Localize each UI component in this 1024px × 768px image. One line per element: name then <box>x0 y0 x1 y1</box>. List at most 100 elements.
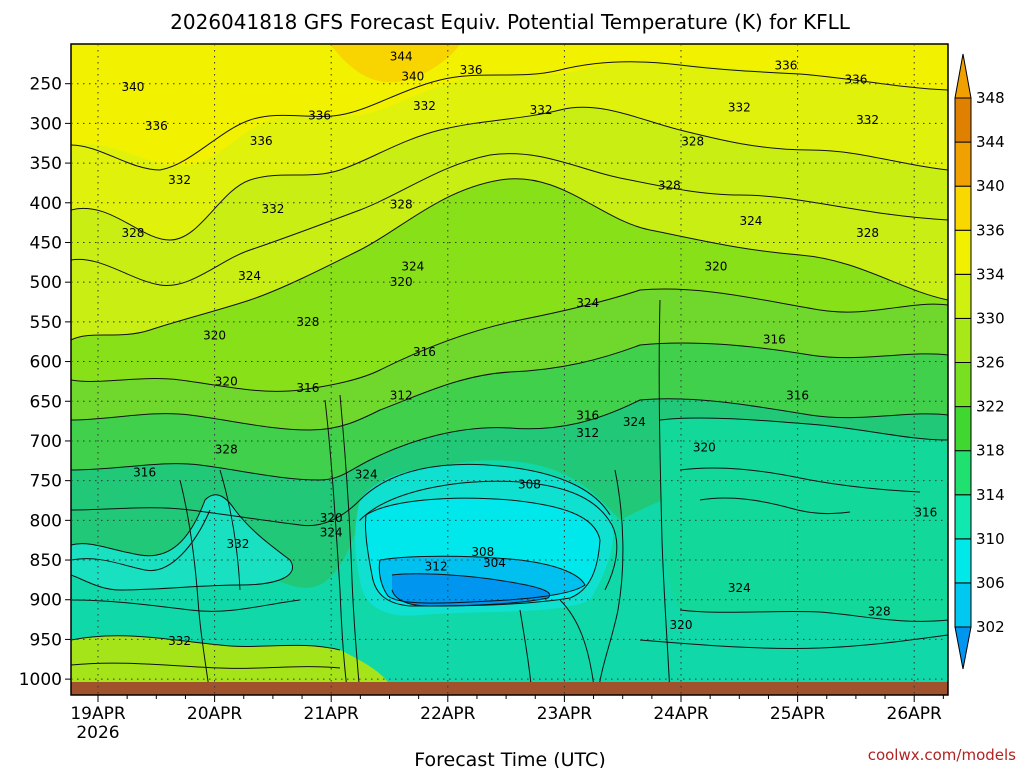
y-tick-label: 1000 <box>19 670 62 690</box>
x-tick-label: 20APR <box>187 704 243 724</box>
y-tick-label: 550 <box>30 313 62 333</box>
contour-label: 328 <box>215 443 238 457</box>
contour-label: 316 <box>786 389 809 403</box>
contour-label: 332 <box>413 99 436 113</box>
contour-line <box>71 178 948 341</box>
chart-title: 2026041818 GFS Forecast Equiv. Potential… <box>170 10 851 34</box>
contour-line <box>71 106 948 241</box>
contour-line <box>659 417 948 441</box>
x-tick-label: 23APR <box>537 704 593 724</box>
colorbar-top-arrow <box>954 53 972 99</box>
y-tick-label: 300 <box>30 114 62 134</box>
contour-label: 324 <box>355 467 378 481</box>
colorbar-segment <box>954 185 972 231</box>
contour-line <box>71 509 211 572</box>
colorbar-segment <box>954 273 972 319</box>
y-tick-label: 800 <box>30 511 62 531</box>
contour-label: 316 <box>763 332 786 346</box>
contour-line <box>71 342 948 431</box>
contour-label: 308 <box>471 545 494 559</box>
contour-label: 312 <box>390 389 413 403</box>
contour-line <box>71 398 948 481</box>
colorbar-segment <box>954 582 972 628</box>
x-tick-label: 22APR <box>420 704 476 724</box>
contour-label: 320 <box>670 618 693 632</box>
colorbar-label: 340 <box>976 177 1005 195</box>
contour-label: 336 <box>308 108 331 122</box>
theta-e-field <box>71 44 948 695</box>
contour-label: 324 <box>238 269 261 283</box>
contour-line <box>359 480 618 591</box>
contour-label: 324 <box>728 581 751 595</box>
colorbar-label: 344 <box>976 133 1005 151</box>
y-tick-label: 350 <box>30 154 62 174</box>
x-tick-label: 19APR <box>70 704 126 724</box>
y-tick-label: 600 <box>30 353 62 373</box>
contour-label: 340 <box>401 70 424 84</box>
colorbar-segment <box>954 538 972 584</box>
y-axis: 250 300 350 400 450 500 550 600 650 700 750 800 850 9… <box>19 75 71 690</box>
colorbar-label: 314 <box>976 486 1005 504</box>
contour-label: 320 <box>320 511 343 525</box>
x-tick-label: 25APR <box>770 704 826 724</box>
colorbar: 302 306 310 314 318 322 326 330 334 336 340 344 348 <box>954 53 1005 670</box>
contour-line <box>679 609 948 622</box>
y-tick-label: 850 <box>30 551 62 571</box>
contour-line <box>324 399 349 695</box>
x-axis-year: 2026 <box>76 723 119 743</box>
contour-label: 340 <box>122 80 145 94</box>
contour-label: 320 <box>705 259 728 273</box>
colorbar-segment <box>954 229 972 275</box>
colorbar-label: 334 <box>976 265 1005 283</box>
contour-line <box>597 469 624 695</box>
contour-label: 324 <box>401 259 424 273</box>
contour-label: 324 <box>320 525 343 539</box>
field-band-near-surface <box>71 635 390 695</box>
y-tick-label: 950 <box>30 630 62 650</box>
contour-label: 308 <box>518 478 541 492</box>
y-tick-label: 650 <box>30 392 62 412</box>
field-band-314-west <box>71 494 293 590</box>
contour-line <box>71 61 948 171</box>
contour-line <box>71 662 341 669</box>
x-axis: 19APR 20APR 21APR 22APR 23APR 24APR 25APR 26APR <box>70 695 944 724</box>
y-tick-label: 500 <box>30 273 62 293</box>
credit-text: coolwx.com/models <box>868 746 1016 764</box>
y-tick-label: 400 <box>30 194 62 214</box>
contour-label: 324 <box>623 415 646 429</box>
contour-line <box>365 497 601 607</box>
contour-label: 304 <box>483 556 506 570</box>
contour-label: 320 <box>215 374 238 388</box>
contour-label: 320 <box>203 328 226 342</box>
contour-label: 328 <box>856 226 879 240</box>
colorbar-label: 322 <box>976 398 1005 416</box>
contour-label: 332 <box>530 103 553 117</box>
contour-line <box>559 599 596 695</box>
colorbar-segment <box>954 406 972 452</box>
contour-label: 312 <box>425 559 448 573</box>
field-band-344 <box>330 44 460 83</box>
contour-label: 316 <box>413 345 436 359</box>
contour-line <box>71 494 293 591</box>
field-band-302 <box>392 573 550 606</box>
contour-label: 332 <box>226 537 249 551</box>
x-axis-label: Forecast Time (UTC) <box>414 749 605 768</box>
contour-label: 336 <box>145 119 168 133</box>
contour-label: 336 <box>250 134 273 148</box>
colorbar-label: 330 <box>976 309 1005 327</box>
contour-label: 328 <box>868 605 891 619</box>
x-tick-label: 26APR <box>887 704 943 724</box>
x-tick-label: 21APR <box>304 704 360 724</box>
ground-strip <box>71 682 948 695</box>
contour-label: 336 <box>460 63 483 77</box>
contour-label: 328 <box>390 197 413 211</box>
gridlines <box>71 44 948 695</box>
colorbar-label: 336 <box>976 221 1005 239</box>
contour-label: 336 <box>774 58 797 72</box>
contour-label: 320 <box>693 440 716 454</box>
contour-label: 320 <box>390 275 413 289</box>
contour-label: 344 <box>390 50 413 64</box>
colorbar-label: 326 <box>976 354 1005 372</box>
contour-label: 332 <box>168 634 191 648</box>
